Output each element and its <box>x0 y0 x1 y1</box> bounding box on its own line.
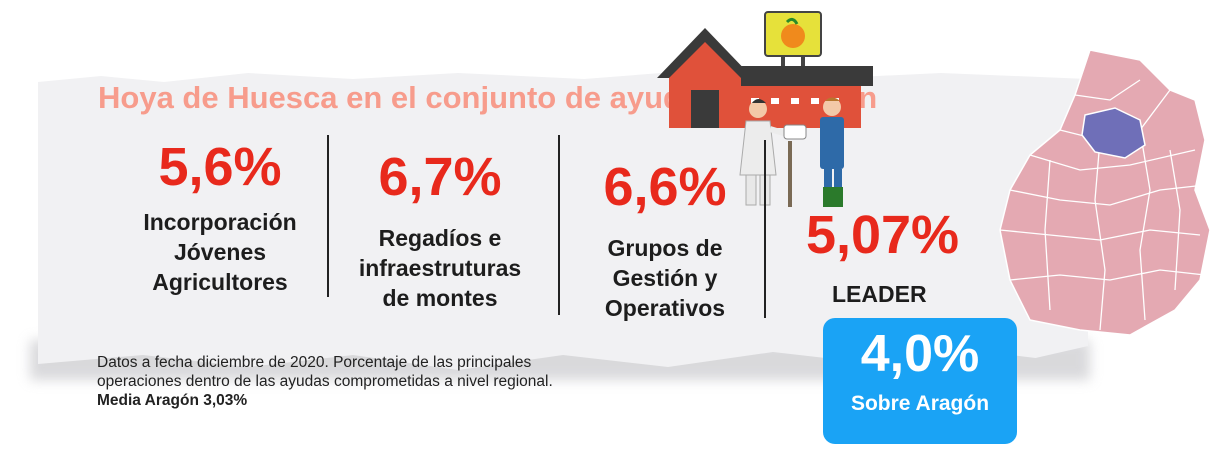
aragon-map-illustration <box>999 49 1211 336</box>
footnote-text: Datos a fecha diciembre de 2020. Porcent… <box>97 354 553 391</box>
stat-value: 6,7% <box>378 147 502 207</box>
stat-label: LEADER <box>832 281 927 307</box>
stat-leader: 5,07% LEADER <box>780 208 985 310</box>
farm-building-illustration <box>657 11 873 128</box>
column-divider <box>327 135 329 297</box>
footnote-highlight: Media Aragón 3,03% <box>97 392 248 410</box>
badge-value: 4,0% <box>860 325 980 383</box>
stat-label: Regadíos e infraestruturas de montes <box>358 225 522 311</box>
footnote: Datos a fecha diciembre de 2020. Porcent… <box>97 353 577 410</box>
aragon-map-comarca-borders <box>999 79 1206 331</box>
stat-value: 6,6% <box>603 157 727 217</box>
summary-badge: 4,0% Sobre Aragón <box>823 318 1017 444</box>
aragon-map-shape <box>999 49 1211 336</box>
stat-value: 5,6% <box>158 137 282 197</box>
stat-label: Grupos de Gestión y Operativos <box>604 235 726 321</box>
column-divider <box>558 135 560 315</box>
stat-jovenes-agricultores: 5,6% Incorporación Jóvenes Agricultores <box>120 140 320 298</box>
stat-value: 5,07% <box>805 205 960 265</box>
column-divider <box>764 140 766 318</box>
badge-label: Sobre Aragón <box>850 392 990 415</box>
stat-regadios: 6,7% Regadíos e infraestruturas de monte… <box>335 150 545 314</box>
stat-grupos-gestion: 6,6% Grupos de Gestión y Operativos <box>565 160 765 324</box>
hoya-de-huesca-region <box>1081 107 1146 159</box>
stat-label: Incorporación Jóvenes Agricultores <box>143 209 297 295</box>
